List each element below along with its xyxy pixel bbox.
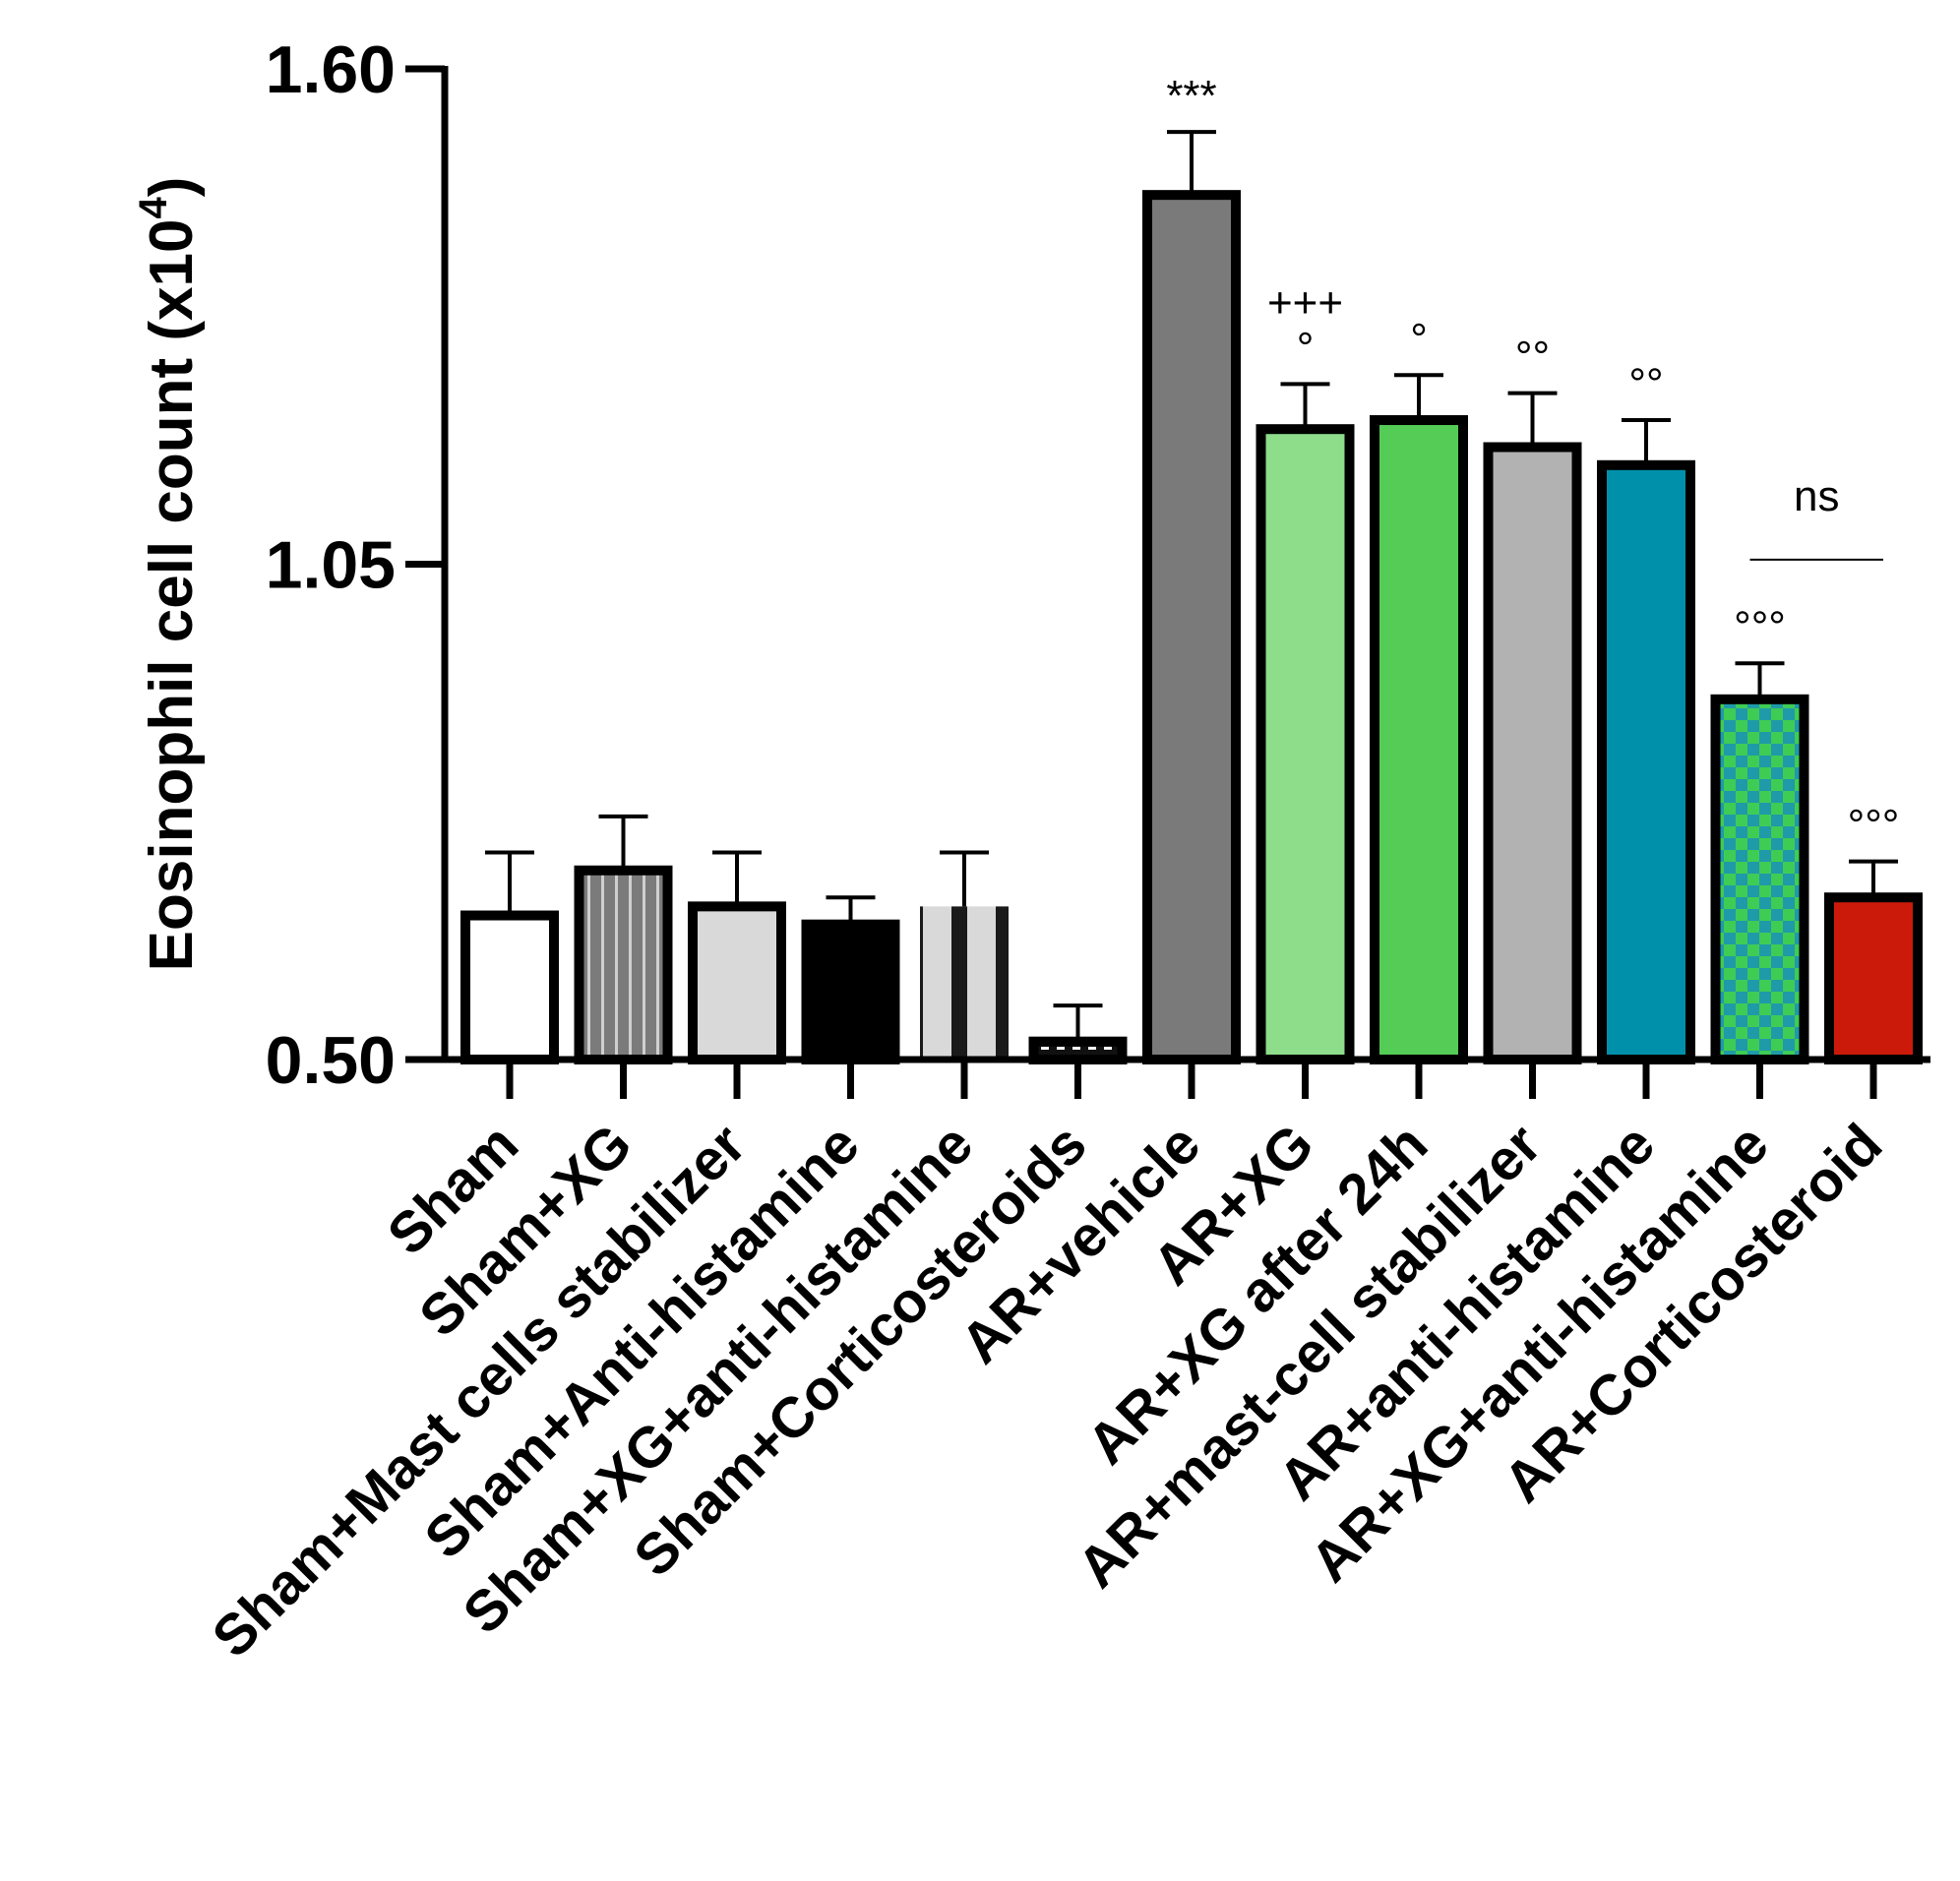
- significance-marker: °°: [1515, 334, 1550, 382]
- bar: [574, 865, 673, 1064]
- significance-marker: ***: [1166, 72, 1216, 120]
- y-axis-label: Eosinophil cell count (x104): [132, 177, 206, 972]
- significance-marker: +++: [1267, 278, 1343, 327]
- significance-marker: °°°: [1848, 802, 1900, 850]
- y-tick-label: 0.50: [266, 1023, 396, 1098]
- bar: [801, 919, 900, 1064]
- bar: [1142, 190, 1241, 1064]
- y-axis-label-close: ): [138, 177, 206, 198]
- bar: [688, 901, 786, 1065]
- y-ticks-group: 0.50 1.05 1.60: [266, 32, 445, 1098]
- error-bars-group: [485, 130, 1898, 1042]
- y-axis-label-superscript: 4: [132, 197, 175, 219]
- bar: [1710, 694, 1809, 1064]
- bar: [1824, 892, 1923, 1065]
- significance-marker: °°: [1628, 360, 1663, 408]
- y-tick-label: 1.60: [266, 32, 396, 107]
- significance-marker: °: [1297, 324, 1315, 372]
- y-axis-label-main: Eosinophil cell count (x10: [138, 219, 206, 972]
- bar: [1370, 415, 1468, 1064]
- bar: [1597, 459, 1695, 1064]
- bar: [920, 906, 1009, 1060]
- bar: [1256, 424, 1355, 1064]
- bar: [1483, 442, 1582, 1064]
- significance-marker: °: [1410, 315, 1428, 363]
- significance-annotations-group: ***+++° ° °°°°°°°°°°ns: [1166, 72, 1899, 850]
- x-ticks-group: [506, 1060, 1877, 1099]
- comparison-label: ns: [1794, 472, 1839, 520]
- bars-group: [460, 190, 1923, 1065]
- bar: [460, 910, 559, 1065]
- significance-marker: °°°: [1734, 603, 1786, 651]
- y-tick-label: 1.05: [266, 528, 396, 603]
